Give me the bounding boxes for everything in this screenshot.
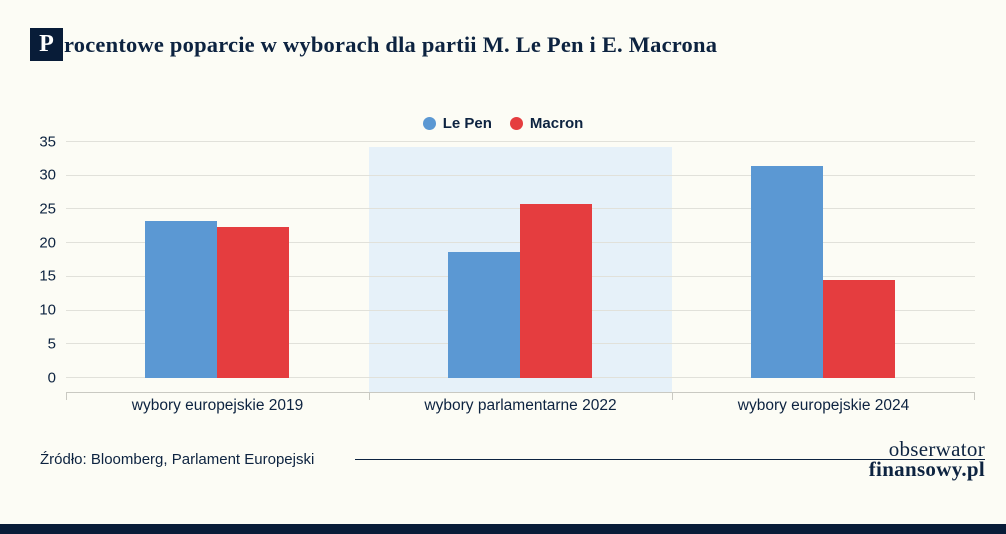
x-axis-tick xyxy=(368,393,370,400)
x-category-label-wybory-parlamentarne-2022: wybory parlamentarne 2022 xyxy=(424,397,617,414)
logo: obserwator finansowy.pl xyxy=(868,437,985,481)
plot-area: 0 5 10 15 20 25 30 35 xyxy=(39,134,975,393)
legend-label-le-pen: Le Pen xyxy=(442,115,492,132)
x-axis-tick xyxy=(671,393,673,400)
y-tick-label: 20 xyxy=(39,234,56,252)
y-tick-label: 5 xyxy=(47,335,56,353)
footer: Źródło: Bloomberg, Parlament Europejski … xyxy=(0,439,1006,489)
y-tick-label: 0 xyxy=(47,369,56,386)
y-tick-label: 10 xyxy=(39,301,56,319)
y-tick-label: 15 xyxy=(39,267,56,285)
title-initial-box: P xyxy=(30,28,63,61)
bottom-accent-bar xyxy=(0,524,1006,534)
infographic: P rocentowe poparcie w wyborach dla part… xyxy=(0,28,1006,534)
bar-macron-wybory-europejskie-2019 xyxy=(217,226,290,378)
logo-rule xyxy=(355,459,985,460)
x-axis-tick xyxy=(974,393,975,400)
y-tick-label: 25 xyxy=(39,200,56,218)
x-axis-tick xyxy=(66,393,67,400)
x-axis-labels: wybory europejskie 2019 wybory parlamenta… xyxy=(66,397,975,415)
logo-text-bottom: finansowy.pl xyxy=(868,457,985,481)
bar-group-wybory-parlamentarne-2022 xyxy=(369,142,672,378)
legend-item-le-pen: Le Pen xyxy=(422,115,492,132)
y-tick-label: 35 xyxy=(39,133,56,150)
source-text: Źródło: Bloomberg, Parlament Europejski xyxy=(40,451,315,468)
bar-macron-wybory-parlamentarne-2022 xyxy=(520,204,593,378)
bar-le-pen-wybory-parlamentarne-2022 xyxy=(448,251,521,378)
bar-chart: 0 5 10 15 20 25 30 35 wybory europejskie 2019 wy… xyxy=(0,134,1006,415)
x-category-label-wybory-europejskie-2024: wybory europejskie 2024 xyxy=(737,397,910,414)
legend-item-macron: Macron xyxy=(509,115,584,132)
legend: Le Pen Macron xyxy=(0,115,1006,132)
gridline-30: 30 xyxy=(39,168,975,183)
bar-group-wybory-europejskie-2024 xyxy=(672,142,975,378)
logo-text-top: obserwator xyxy=(888,437,985,461)
gridline-35: 35 xyxy=(39,134,975,149)
bar-group-wybory-europejskie-2019 xyxy=(66,142,369,378)
page-title: rocentowe poparcie w wyborach dla partii… xyxy=(64,31,718,57)
bar-macron-wybory-europejskie-2024 xyxy=(823,279,896,378)
y-tick-label: 30 xyxy=(39,166,56,184)
legend-dot-le-pen xyxy=(422,117,436,130)
header: P rocentowe poparcie w wyborach dla part… xyxy=(30,28,976,61)
x-axis-line xyxy=(66,392,975,400)
bar-le-pen-wybory-europejskie-2019 xyxy=(145,220,218,378)
bar-le-pen-wybory-europejskie-2024 xyxy=(751,166,824,378)
legend-label-macron: Macron xyxy=(529,115,584,132)
x-category-label-wybory-europejskie-2019: wybory europejskie 2019 xyxy=(131,397,304,414)
legend-dot-macron xyxy=(509,117,523,130)
